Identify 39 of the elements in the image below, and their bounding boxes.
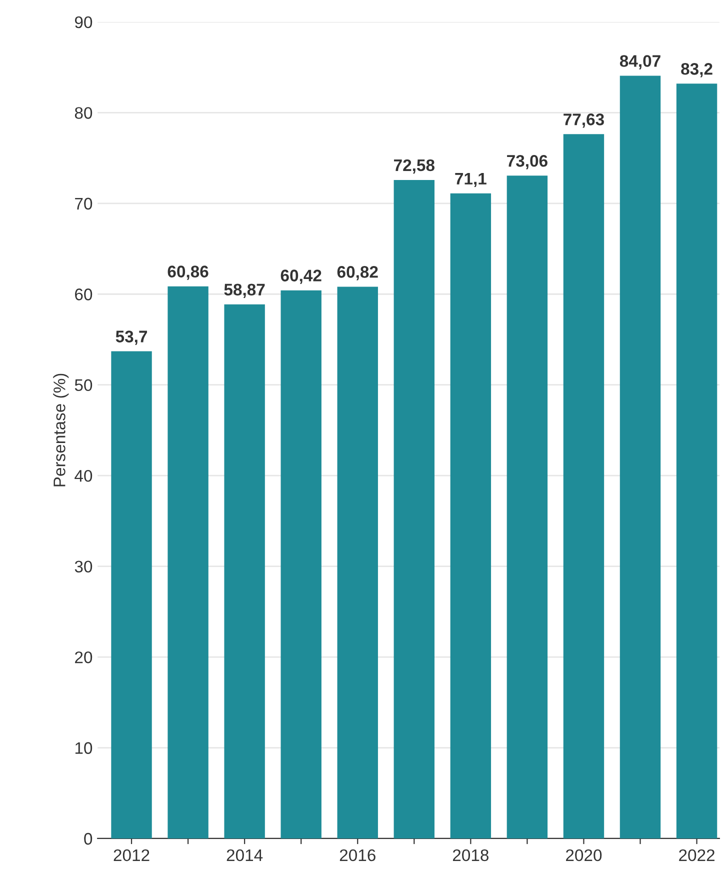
data-label: 58,87 (224, 284, 265, 298)
y-tick-label: 20 (75, 651, 92, 664)
data-label: 60,82 (337, 266, 378, 280)
data-label: 60,42 (280, 270, 322, 284)
y-axis-title: Persentase (%) (53, 374, 69, 486)
y-tick-label: 50 (74, 379, 92, 392)
bar (620, 76, 661, 838)
data-label: 53,7 (116, 330, 148, 345)
y-tick-label: 30 (74, 560, 92, 573)
bar (168, 286, 208, 838)
y-tick-label: 10 (75, 742, 92, 754)
data-label: 77,63 (564, 114, 604, 128)
x-tick-label: 2020 (566, 849, 602, 862)
bar (337, 286, 378, 838)
y-tick-label: 90 (74, 16, 92, 28)
bar (506, 176, 548, 838)
y-tick-label: 70 (75, 198, 92, 210)
data-label: 71,1 (455, 172, 486, 187)
x-tick-label: 2014 (226, 849, 263, 862)
y-tick-label: 40 (74, 470, 92, 482)
bar (111, 351, 152, 838)
data-label: 60,86 (168, 266, 208, 280)
bar (450, 193, 492, 838)
y-tick-label: 80 (74, 107, 92, 119)
bar (563, 134, 604, 838)
bar (676, 84, 718, 838)
y-tick-label: 0 (84, 832, 92, 845)
y-tick-label: 60 (75, 288, 92, 300)
bar (280, 290, 322, 838)
data-label: 83,2 (681, 62, 712, 78)
data-label: 84,07 (620, 55, 660, 70)
x-tick-label: 2012 (114, 849, 150, 862)
x-tick-label: 2016 (340, 849, 376, 862)
x-tick-label: 2018 (452, 849, 488, 862)
x-tick-label: 2022 (679, 849, 714, 862)
data-label: 73,06 (507, 154, 548, 170)
bar (224, 304, 265, 838)
data-label: 72,58 (394, 159, 434, 174)
bar (394, 180, 434, 838)
